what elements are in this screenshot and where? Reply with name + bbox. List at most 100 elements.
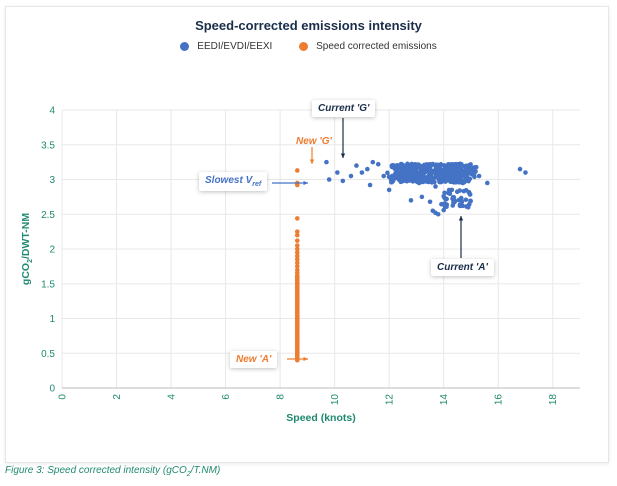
blue-point [434,174,440,180]
y-tick-label: 0 [49,384,55,395]
legend-item-eedi: EEDI/EVDI/EEXI [180,41,272,52]
blue-point [485,180,490,186]
orange-point [294,250,300,255]
blue-point [450,194,456,200]
blue-point [354,163,359,168]
blue-point [386,187,392,193]
blue-point [517,166,523,172]
blue-point [453,180,459,185]
blue-point [400,166,406,172]
annotation-slowest-vref: Slowest Vref [199,172,268,191]
blue-point [370,159,376,165]
blue-point [389,179,395,185]
y-tick-label: 3 [49,175,55,186]
blue-point [427,163,433,168]
orange-point [294,253,300,259]
annotation-current-g: Current 'G' [312,100,376,117]
y-tick-label: 1 [49,314,55,325]
arrow-current-a-head [458,216,464,221]
x-tick-label: 16 [494,394,505,406]
blue-point [421,177,427,183]
blue-point [412,168,417,174]
blue-point [335,170,340,175]
x-tick-label: 10 [330,394,341,406]
orange-point [294,270,300,275]
x-tick-label: 8 [276,394,287,400]
blue-point [359,170,365,175]
blue-point [455,163,460,168]
blue-point [449,187,455,193]
blue-point [418,170,424,175]
legend: EEDI/EVDI/EEXI Speed corrected emissions [0,41,617,54]
orange-point [294,260,300,266]
blue-point [411,163,416,168]
x-tick-label: 12 [385,394,396,406]
blue-point [422,170,427,175]
orange-point [294,246,300,252]
blue-point [441,207,446,213]
blue-point [395,170,400,175]
blue-point [415,173,421,178]
blue-point [340,178,346,184]
orange-point [294,264,300,269]
blue-point [459,161,464,167]
blue-point [467,192,473,197]
blue-point [460,180,466,186]
x-tick-label: 4 [167,394,178,400]
blue-point [444,166,449,172]
blue-point [476,173,482,179]
y-tick-label: 4 [49,106,55,117]
blue-point [455,171,460,176]
blue-point [465,170,471,175]
orange-point [294,168,300,173]
blue-point [432,170,438,176]
blue-point [458,176,464,182]
blue-point [419,194,425,200]
blue-point [396,177,402,183]
blue-point [442,190,447,196]
blue-point [367,182,373,188]
blue-point [461,188,467,194]
legend-marker-blue [180,42,190,51]
blue-point [405,177,411,182]
figure-caption: Figure 3: Speed corrected intensity (gCO… [5,465,221,478]
legend-label-speed-corrected: Speed corrected emissions [316,41,437,52]
legend-item-speed-corrected: Speed corrected emissions [299,41,437,52]
x-tick-label: 2 [112,394,123,400]
blue-point [324,159,329,165]
blue-point [416,180,422,186]
arrow-current-g-head [340,153,346,158]
blue-point [463,175,469,181]
y-tick-label: 1.5 [41,279,55,290]
annotation-current-a: Current 'A' [431,259,494,276]
blue-point [410,179,416,184]
x-tick-label: 0 [58,394,69,400]
y-tick-label: 2.5 [41,210,55,221]
blue-point [394,162,400,168]
orange-point [294,257,300,262]
blue-point [458,196,464,202]
blue-point [427,199,433,205]
blue-point [457,203,463,209]
blue-point [375,161,381,167]
blue-point [422,166,428,172]
blue-point [438,173,444,179]
blue-point [523,170,528,175]
annotation-new-a: New 'A' [230,351,278,368]
blue-point [326,177,332,182]
legend-label-eedi: EEDI/EVDI/EEXI [197,41,273,52]
blue-point [457,188,463,193]
blue-point [348,173,354,179]
chart-card [5,6,609,463]
blue-point [465,205,471,210]
arrow-new-g-head [309,159,315,164]
y-tick-label: 2 [49,245,55,256]
orange-point [294,182,300,188]
arrow-slowest-vref-head [303,180,308,186]
orange-point [294,243,300,248]
blue-point [433,165,439,171]
blue-point [471,166,476,172]
blue-point [450,176,455,182]
blue-point [466,178,471,184]
blue-point [433,184,438,189]
